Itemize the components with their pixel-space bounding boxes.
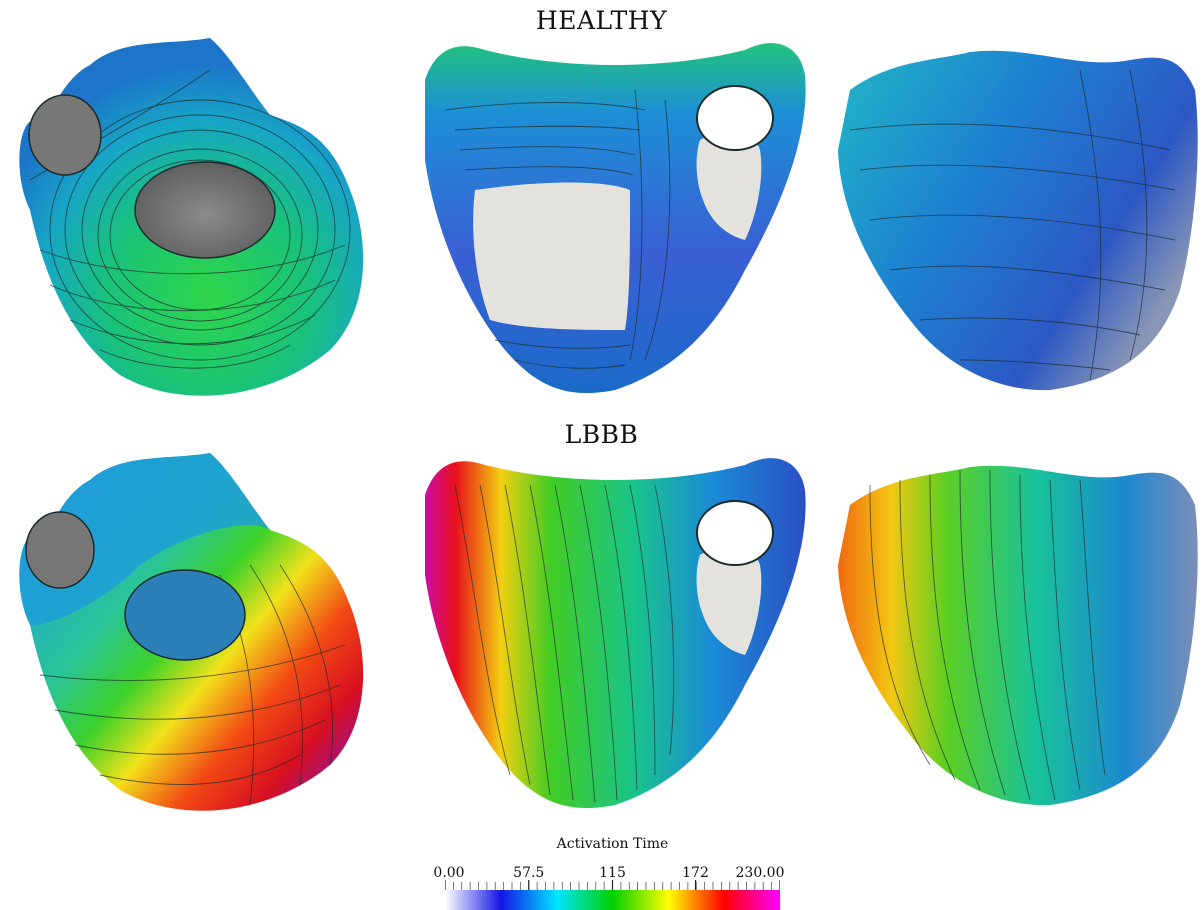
colorbar-gradient bbox=[445, 890, 780, 910]
healthy-title: HEALTHY bbox=[535, 6, 668, 35]
colorbar-title: Activation Time bbox=[556, 836, 669, 852]
healthy-lv-endocardium bbox=[473, 182, 630, 330]
healthy-long-axis-view bbox=[425, 43, 806, 394]
lbbb-epicardial-view bbox=[838, 465, 1198, 806]
colorbar-tick-label: 230.00 bbox=[735, 865, 785, 881]
lbbb-title: LBBB bbox=[564, 420, 639, 449]
lbbb-epicardial-surface bbox=[838, 465, 1198, 806]
lbbb-lv-cavity bbox=[125, 570, 245, 660]
lbbb-long-axis-view bbox=[425, 458, 806, 809]
colorbar bbox=[445, 880, 780, 910]
colorbar-ticks bbox=[445, 880, 780, 890]
healthy-rv-cavity bbox=[29, 95, 101, 175]
healthy-epicardial-surface bbox=[838, 50, 1198, 391]
healthy-rv-endocardium bbox=[696, 133, 762, 240]
healthy-lv-cavity bbox=[135, 162, 275, 258]
lbbb-rv-cavity bbox=[26, 512, 94, 588]
colorbar-tick-label: 115 bbox=[599, 865, 626, 881]
healthy-epicardial-view bbox=[838, 50, 1198, 391]
lbbb-rv-endocardium bbox=[696, 548, 762, 655]
lbbb-basal-view bbox=[19, 453, 364, 811]
colorbar-tick-label: 0.00 bbox=[433, 865, 465, 881]
colorbar-tick-label: 57.5 bbox=[513, 865, 545, 881]
colorbar-tick-label: 172 bbox=[682, 865, 709, 881]
healthy-basal-view bbox=[19, 38, 364, 396]
